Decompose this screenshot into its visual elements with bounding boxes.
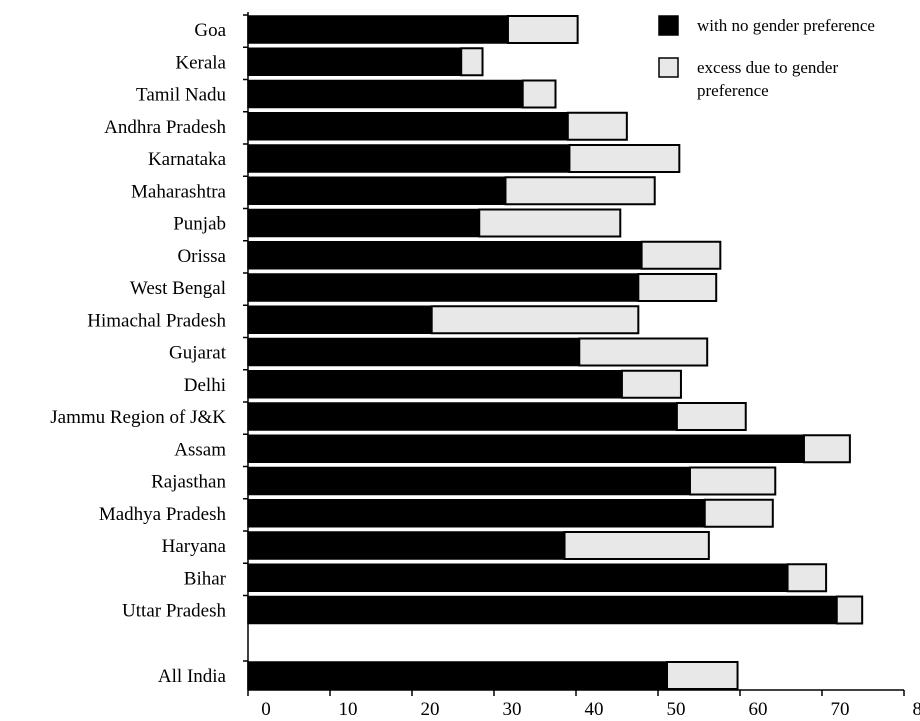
bar-tamil-nadu-excess (521, 79, 557, 109)
legend-label-excess-due-to-gender-preference-line-1: excess due to gender (697, 58, 838, 77)
bar-haryana-no-preference (247, 531, 566, 560)
category-label-madhya-pradesh: Madhya Pradesh (99, 504, 227, 525)
bar-jammu-region-of-j-k-excess (675, 402, 747, 431)
legend-label-with-no-gender-preference: with no gender preference (697, 16, 875, 35)
bar-assam-excess (802, 434, 851, 464)
bar-kerala-excess (460, 47, 484, 77)
x-tick-label: 10 (339, 699, 358, 720)
bar-bihar-no-preference (247, 563, 789, 592)
category-label-delhi: Delhi (184, 375, 226, 396)
axes-group: 0 10 20 30 40 50 60 70 80 (243, 12, 920, 720)
bar-bihar-excess (786, 563, 828, 593)
category-label-jammu-region-of-j-k: Jammu Region of J&K (50, 407, 226, 428)
category-labels: Goa Kerala Tamil Nadu Andhra Pradesh Karnata… (50, 20, 226, 687)
bar-kerala-no-preference (247, 47, 462, 76)
bar-goa-excess (506, 15, 579, 44)
bar-himachal-pradesh-excess (430, 305, 640, 335)
x-tick-label: 70 (831, 699, 850, 720)
x-tick-label: 50 (667, 699, 686, 720)
bar-west-bengal-excess (637, 273, 718, 302)
x-tick-label: 20 (421, 699, 440, 720)
legend-swatch-excess-due-to-gender-preference (658, 57, 679, 78)
category-label-tamil-nadu: Tamil Nadu (136, 85, 226, 106)
bar-delhi-no-preference (247, 370, 623, 399)
category-label-himachal-pradesh: Himachal Pradesh (87, 310, 226, 331)
bar-all-india-excess (666, 661, 739, 690)
bar-maharashtra-excess (504, 176, 656, 206)
category-label-bihar: Bihar (184, 568, 227, 589)
bar-himachal-pradesh-no-preference (247, 305, 433, 334)
category-label-goa: Goa (194, 20, 226, 41)
bar-all-india-no-preference (247, 661, 668, 690)
bar-punjab-excess (478, 208, 622, 238)
bar-west-bengal-no-preference (247, 273, 640, 302)
bar-goa-no-preference (247, 15, 509, 44)
bar-rajasthan-excess (688, 466, 777, 496)
bar-karnataka-no-preference (247, 144, 571, 173)
bars-group (247, 15, 864, 690)
x-tick-label: 30 (503, 699, 522, 720)
bar-andhra-pradesh-excess (566, 111, 628, 141)
bar-gujarat-excess (578, 337, 709, 367)
bar-andhra-pradesh-no-preference (247, 112, 569, 141)
bar-delhi-excess (620, 369, 682, 399)
bar-maharashtra-no-preference (247, 176, 507, 205)
category-label-rajasthan: Rajasthan (151, 472, 226, 493)
category-label-kerala: Kerala (175, 52, 226, 73)
bar-tamil-nadu-no-preference (247, 79, 524, 109)
category-label-karnataka: Karnataka (148, 149, 227, 170)
legend-swatch-with-no-gender-preference (658, 15, 679, 36)
x-tick-label: 60 (749, 699, 768, 720)
legend-label-excess-due-to-gender-preference-line-2: preference (697, 81, 769, 100)
bar-orissa-excess (640, 240, 722, 270)
bar-jammu-region-of-j-k-no-preference (247, 402, 678, 431)
category-label-punjab: Punjab (173, 214, 226, 235)
bar-madhya-pradesh-no-preference (247, 499, 706, 528)
legend: with no gender preference excess due to g… (658, 15, 875, 100)
category-label-west-bengal: West Bengal (130, 278, 226, 299)
x-tick-label: 0 (261, 699, 271, 720)
category-label-haryana: Haryana (162, 536, 227, 557)
category-label-uttar-pradesh: Uttar Pradesh (122, 601, 226, 622)
bar-rajasthan-no-preference (247, 466, 691, 496)
bar-uttar-pradesh-no-preference (247, 595, 838, 625)
bar-orissa-no-preference (247, 241, 643, 270)
x-tick-label: 40 (585, 699, 604, 720)
category-label-gujarat: Gujarat (169, 343, 227, 364)
category-label-assam: Assam (174, 439, 226, 460)
bar-gujarat-no-preference (247, 337, 581, 367)
bar-madhya-pradesh-excess (703, 498, 774, 528)
bar-uttar-pradesh-excess (835, 595, 864, 625)
category-label-andhra-pradesh: Andhra Pradesh (104, 117, 226, 138)
category-label-all-india: All India (158, 666, 227, 687)
bar-punjab-no-preference (247, 208, 480, 238)
x-tick-label: 80 (913, 699, 920, 720)
category-label-orissa: Orissa (177, 246, 226, 267)
bar-assam-no-preference (247, 434, 805, 463)
bar-karnataka-excess (568, 144, 681, 173)
bar-haryana-excess (563, 531, 710, 560)
category-label-maharashtra: Maharashtra (131, 181, 227, 202)
